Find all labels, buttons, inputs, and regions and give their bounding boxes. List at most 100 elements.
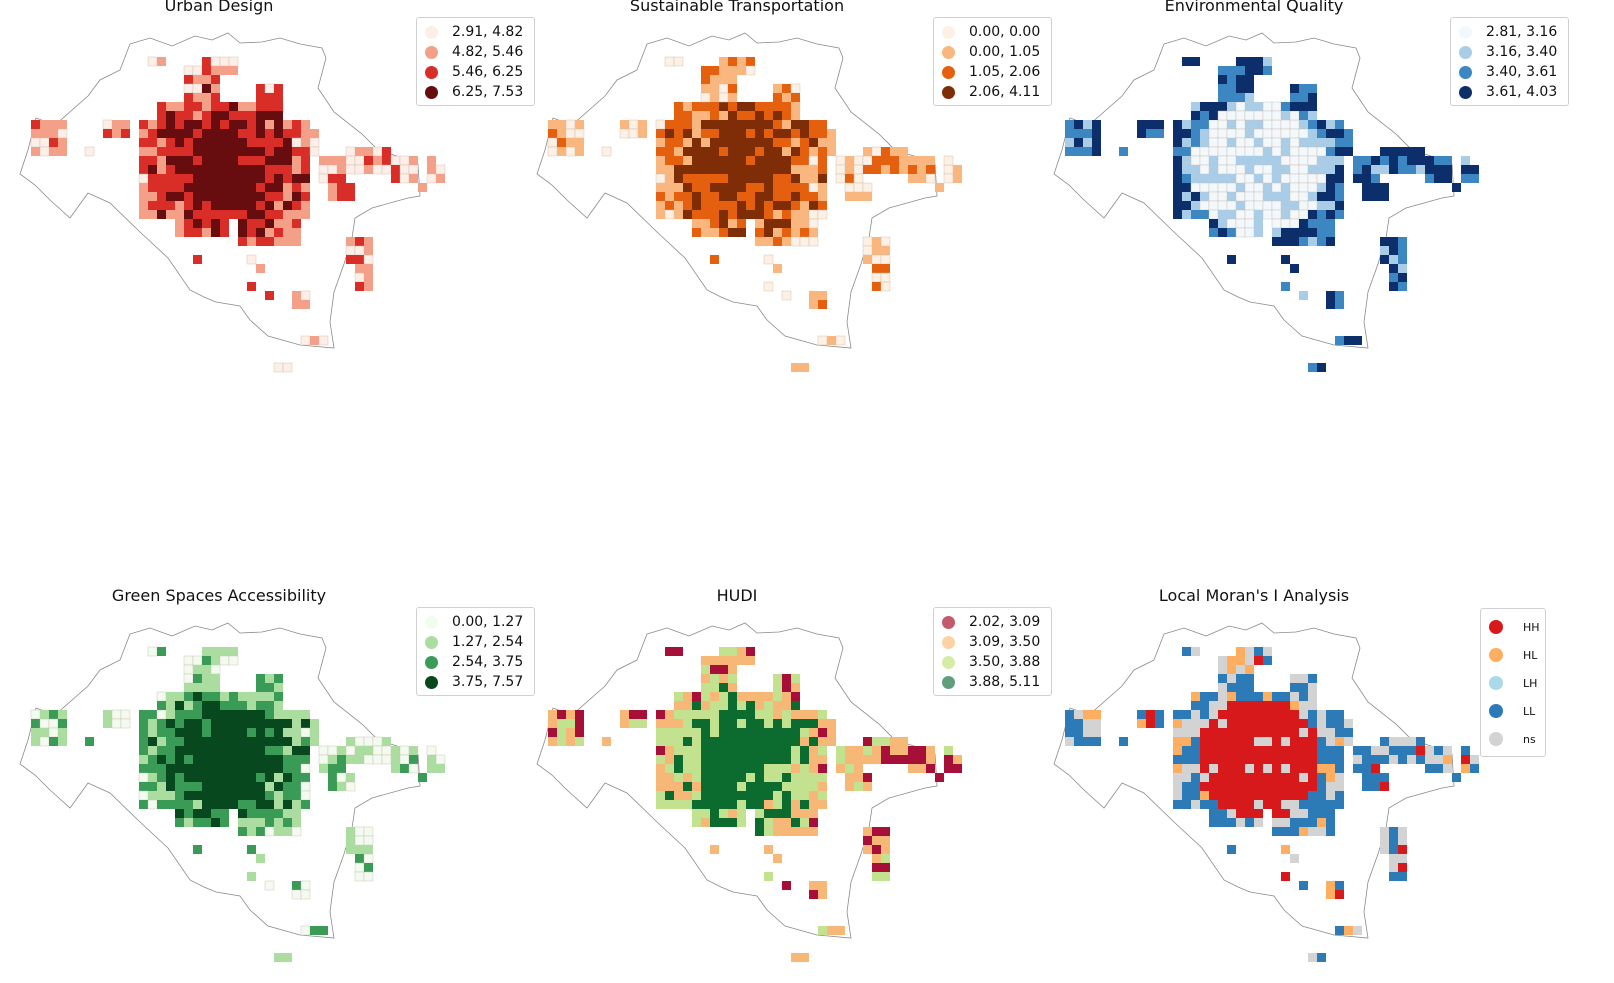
grid-cell <box>692 791 701 800</box>
grid-cell <box>1398 255 1407 264</box>
grid-cell <box>1317 719 1326 728</box>
grid-cell <box>800 809 809 818</box>
grid-cell <box>1074 737 1083 746</box>
grid-cell <box>1407 746 1416 755</box>
grid-cell <box>274 237 283 246</box>
grid-cell <box>836 764 845 773</box>
grid-cell <box>156 691 167 702</box>
grid-cell <box>800 818 809 827</box>
grid-cell <box>1218 665 1227 674</box>
grid-cell <box>575 147 584 156</box>
grid-cell <box>58 728 67 737</box>
grid-cell <box>728 674 737 683</box>
grid-cell <box>692 764 701 773</box>
grid-cell <box>175 165 184 174</box>
grid-cell <box>247 138 256 147</box>
grid-cell <box>737 692 746 701</box>
grid-cell <box>1173 710 1182 719</box>
grid-cell <box>1299 102 1308 111</box>
grid-cell <box>773 138 782 147</box>
grid-cell <box>175 764 184 773</box>
grid-cell <box>1308 84 1317 93</box>
grid-cell <box>346 737 355 746</box>
grid-cell <box>229 782 238 791</box>
grid-cell <box>1416 755 1425 764</box>
grid-cell <box>719 764 728 773</box>
grid-cell <box>1272 800 1281 809</box>
grid-cell <box>355 282 364 291</box>
legend-label: ns <box>1523 732 1536 746</box>
grid-cell <box>1272 737 1281 746</box>
grid-cell <box>782 755 791 764</box>
grid-cell <box>256 84 265 93</box>
grid-cell <box>728 192 737 201</box>
grid-cell <box>665 647 674 656</box>
grid-cell <box>372 146 383 157</box>
grid-cell <box>1317 782 1326 791</box>
grid-cell <box>229 800 238 809</box>
grid-cell <box>184 102 193 111</box>
grid-cell <box>710 93 719 102</box>
grid-cell <box>827 926 836 935</box>
grid-cell <box>764 138 773 147</box>
grid-cell <box>400 764 409 773</box>
grid-cell <box>818 926 827 935</box>
grid-cell <box>301 210 310 219</box>
grid-cell <box>737 165 746 174</box>
legend-swatch <box>1489 620 1503 634</box>
grid-cell <box>283 719 292 728</box>
grid-cell <box>818 138 827 147</box>
grid-cell <box>193 120 202 129</box>
grid-cell <box>1254 701 1263 710</box>
grid-cell <box>782 791 791 800</box>
grid-cell <box>175 111 184 120</box>
grid-cell <box>1218 791 1227 800</box>
grid-cell <box>728 809 737 818</box>
grid-cell <box>737 755 746 764</box>
grid-cell <box>701 183 710 192</box>
grid-cell <box>827 138 836 147</box>
grid-cell <box>710 120 719 129</box>
grid-cell <box>1389 165 1398 174</box>
grid-cell <box>1289 137 1300 148</box>
grid-cell <box>674 764 683 773</box>
grid-cell <box>674 111 683 120</box>
grid-cell <box>1209 219 1218 228</box>
legend-label: 1.05, 2.06 <box>969 64 1041 80</box>
legend: 0.00, 1.27 1.27, 2.54 2.54, 3.75 3.75, 7.57 <box>416 607 535 696</box>
grid-cell <box>1191 755 1200 764</box>
grid-cell <box>256 800 265 809</box>
grid-cell <box>1137 120 1146 129</box>
grid-cell <box>1298 164 1309 175</box>
grid-cell <box>1290 827 1299 836</box>
grid-cell <box>1362 782 1371 791</box>
grid-cell <box>328 192 337 201</box>
grid-cell <box>1335 336 1344 345</box>
grid-cell <box>292 129 301 138</box>
grid-cell <box>1299 674 1308 683</box>
grid-cell <box>1353 755 1362 764</box>
grid-cell <box>1209 728 1218 737</box>
grid-cell <box>1200 746 1209 755</box>
grid-cell <box>1253 200 1264 211</box>
grid-cell <box>1236 93 1245 102</box>
grid-cell <box>1335 719 1344 728</box>
grid-cell <box>301 719 310 728</box>
grid-cell <box>791 156 800 165</box>
grid-cell <box>283 228 292 237</box>
grid-cell <box>1245 737 1254 746</box>
legend-swatch <box>425 675 438 689</box>
grid-cell <box>1253 182 1264 193</box>
grid-cell <box>1262 164 1273 175</box>
grid-cell <box>409 746 418 755</box>
grid-cell <box>1254 66 1263 75</box>
grid-cell <box>211 719 220 728</box>
grid-cell <box>193 165 202 174</box>
grid-cell <box>1335 890 1344 899</box>
grid-cell <box>1389 282 1398 291</box>
grid-cell <box>1263 147 1272 156</box>
grid-cell <box>121 129 130 138</box>
grid-cell <box>193 192 202 201</box>
grid-cell <box>1245 773 1254 782</box>
grid-cell <box>175 728 184 737</box>
